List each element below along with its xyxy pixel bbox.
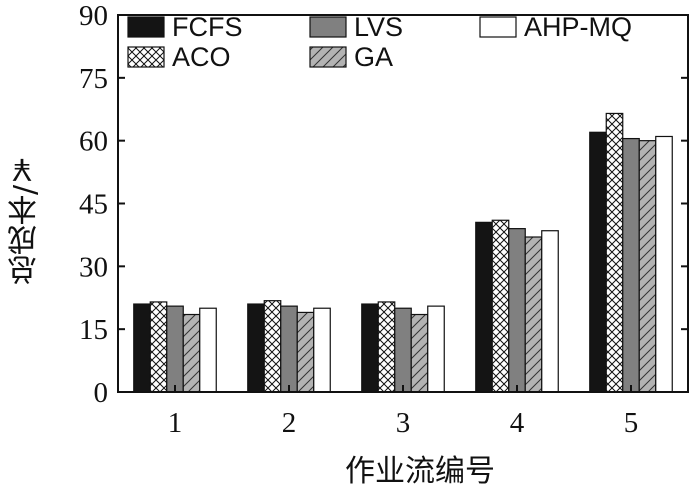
bar-fcfs-4	[475, 221, 493, 393]
y-tick-label: 0	[94, 377, 109, 409]
legend-swatch-ahp-mq	[479, 16, 517, 38]
bar-ga-3	[410, 313, 429, 393]
legend-label-ga: GA	[354, 42, 393, 72]
legend: FCFS LVS AHP-MQ ACO GA	[127, 12, 632, 72]
y-tick-label: 75	[79, 63, 108, 95]
bar-ga-5	[638, 140, 657, 393]
x-tick-label: 2	[282, 407, 297, 439]
legend-label-fcfs: FCFS	[172, 12, 243, 42]
x-tick-label: 3	[396, 407, 411, 439]
y-tick-label: 45	[79, 189, 108, 221]
bar-ga-2	[296, 311, 315, 393]
bar-ahp-mq-1	[199, 307, 217, 393]
bar-aco-4	[491, 219, 510, 393]
bar-lvs-2	[280, 305, 298, 393]
legend-swatch-lvs	[309, 16, 347, 38]
bar-ahp-mq-5	[655, 135, 673, 393]
legend-label-aco: ACO	[172, 42, 231, 72]
legend-label-lvs: LVS	[354, 12, 403, 42]
legend-label-ahp-mq: AHP-MQ	[524, 12, 632, 42]
bar-ga-1	[182, 313, 201, 393]
y-tick-label: 15	[79, 314, 108, 346]
bar-ahp-mq-4	[541, 230, 559, 393]
bar-lvs-4	[508, 228, 526, 393]
bar-lvs-1	[166, 305, 184, 393]
bar-aco-2	[263, 300, 282, 393]
bar-fcfs-5	[589, 131, 607, 393]
legend-swatch-aco	[127, 46, 165, 68]
bar-fcfs-2	[247, 303, 265, 393]
y-tick-label: 30	[79, 251, 108, 283]
bar-ga-4	[524, 236, 543, 393]
x-tick-label: 4	[510, 407, 525, 439]
bar-ahp-mq-2	[313, 307, 331, 393]
bar-fcfs-1	[133, 303, 151, 393]
bar-aco-3	[377, 301, 396, 393]
bar-lvs-5	[622, 137, 640, 393]
legend-swatch-fcfs	[127, 16, 165, 38]
bar-fcfs-3	[361, 303, 379, 393]
y-axis-label: 总成本/￥	[8, 154, 43, 286]
x-axis-label: 作业流编号	[345, 454, 495, 489]
bar-ahp-mq-3	[427, 305, 445, 393]
x-tick-label: 1	[168, 407, 183, 439]
bar-aco-1	[149, 301, 168, 393]
y-tick-label: 90	[79, 0, 108, 32]
x-tick-label: 5	[624, 407, 639, 439]
bar-aco-5	[605, 112, 624, 393]
bar-lvs-3	[394, 307, 412, 393]
y-tick-label: 60	[79, 126, 108, 158]
plot-area	[133, 112, 673, 393]
legend-swatch-ga	[309, 46, 347, 68]
